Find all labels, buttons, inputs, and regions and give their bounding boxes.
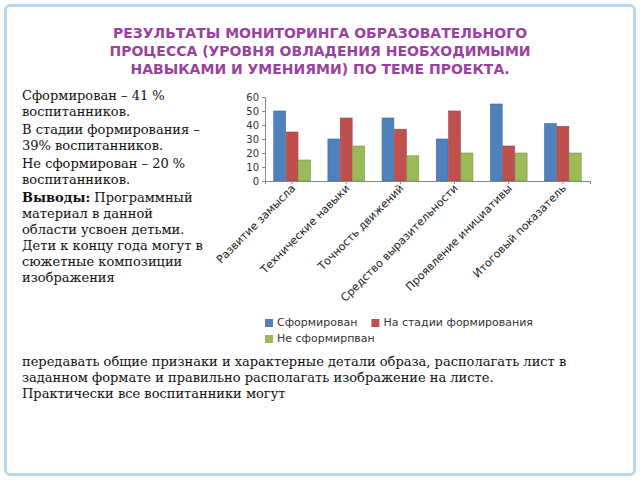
bar	[449, 111, 461, 181]
bar	[395, 129, 407, 181]
y-tick-mark	[262, 139, 265, 140]
bar	[286, 132, 298, 181]
x-tick-mark	[562, 181, 563, 184]
legend-label: Сформирован	[277, 316, 357, 329]
y-tick: 20	[246, 148, 265, 159]
bar	[515, 153, 527, 181]
y-tick: 10	[246, 162, 265, 173]
y-tick-label: 20	[246, 148, 259, 159]
bar	[490, 104, 502, 181]
y-tick: 0	[253, 176, 265, 187]
summary-line: Не сформирован – 20 % воспитанников.	[22, 156, 207, 188]
x-tick-label: Средство выразительности	[338, 182, 461, 305]
x-tick: Средство выразительности	[338, 181, 461, 304]
y-tick-label: 50	[246, 106, 259, 117]
legend-swatch	[265, 319, 273, 327]
y-tick-label: 40	[246, 120, 259, 131]
space	[90, 190, 94, 205]
x-tick-label: Точность движений	[315, 182, 407, 274]
conclusion-label: Выводы:	[22, 190, 90, 205]
x-tick-label: Технические навыки	[257, 182, 352, 277]
y-tick: 60	[246, 92, 265, 103]
y-tick-label: 30	[246, 134, 259, 145]
bar	[545, 124, 557, 181]
legend-label: Не сформирпван	[277, 332, 375, 345]
summary-line: Сформирован – 41 % воспитанников.	[22, 88, 207, 120]
x-tick-label: Итоговый показатель	[471, 182, 569, 280]
text-bottom: передавать общие признаки и характерные …	[22, 354, 582, 402]
x-tick-mark	[454, 181, 455, 184]
bar	[328, 139, 340, 181]
legend-item: На стадии формирования	[371, 316, 533, 329]
y-tick-label: 10	[246, 162, 259, 173]
continuation-text: передавать общие признаки и характерные …	[22, 354, 582, 386]
y-tick-mark	[262, 181, 265, 182]
x-tick-mark	[508, 181, 509, 184]
bar	[299, 160, 311, 181]
bars	[274, 104, 582, 181]
bar	[503, 146, 515, 181]
x-tick: Технические навыки	[257, 181, 352, 277]
legend: Сформирован На стадии формирования Не сфор…	[265, 316, 533, 345]
y-tick-mark	[262, 153, 265, 154]
bar	[353, 146, 365, 181]
legend-label: На стадии формирования	[383, 316, 533, 329]
y-tick-mark	[262, 97, 265, 98]
y-tick-mark	[262, 125, 265, 126]
y-axis: 0 10 20 30 40 50 60	[246, 92, 265, 187]
y-tick-mark	[262, 167, 265, 168]
x-tick-mark	[346, 181, 347, 184]
bar	[436, 139, 448, 181]
x-tick: Итоговый показатель	[471, 181, 569, 280]
bar	[407, 156, 419, 181]
y-tick-label: 60	[246, 92, 259, 103]
summary-line: В стадии формирования – 39% воспитаннико…	[22, 122, 207, 154]
x-tick-mark	[400, 181, 401, 184]
conclusion-paragraph: Выводы: Программный материал в данной об…	[22, 190, 207, 286]
legend-swatch	[371, 319, 379, 327]
y-tick: 40	[246, 120, 265, 131]
x-tick-label: Проявление инициативы	[403, 182, 515, 294]
y-tick: 30	[246, 134, 265, 145]
bar	[461, 153, 473, 181]
y-tick: 50	[246, 106, 265, 117]
text-column: Сформирован – 41 % воспитанников.В стади…	[22, 88, 207, 288]
x-tick: Проявление инициативы	[403, 181, 515, 294]
chart-svg: 0 10 20 30 40 50 60 Развитие замыслаТехнические…	[0, 0, 640, 480]
legend-item: Сформирован	[265, 316, 357, 329]
bar	[274, 111, 286, 181]
y-tick-label: 0	[253, 176, 259, 187]
bar	[382, 118, 394, 181]
x-tick-mark	[292, 181, 293, 184]
x-tick: Точность движений	[315, 181, 407, 274]
bar	[340, 118, 352, 181]
x-axis-line	[266, 182, 591, 185]
bar	[569, 153, 581, 181]
x-axis: Развитие замыслаТехнические навыкиТочнос…	[214, 181, 590, 304]
closing-text: Практически все воспитанники могут	[22, 386, 582, 402]
y-axis-line	[262, 98, 266, 182]
legend-item: Не сформирпван	[265, 332, 375, 345]
legend-swatch	[265, 335, 273, 343]
bar	[557, 126, 569, 181]
y-tick-mark	[262, 111, 265, 112]
slide-title: РЕЗУЛЬТАТЫ МОНИТОРИНГА ОБРАЗОВАТЕЛЬНОГО …	[70, 24, 570, 78]
